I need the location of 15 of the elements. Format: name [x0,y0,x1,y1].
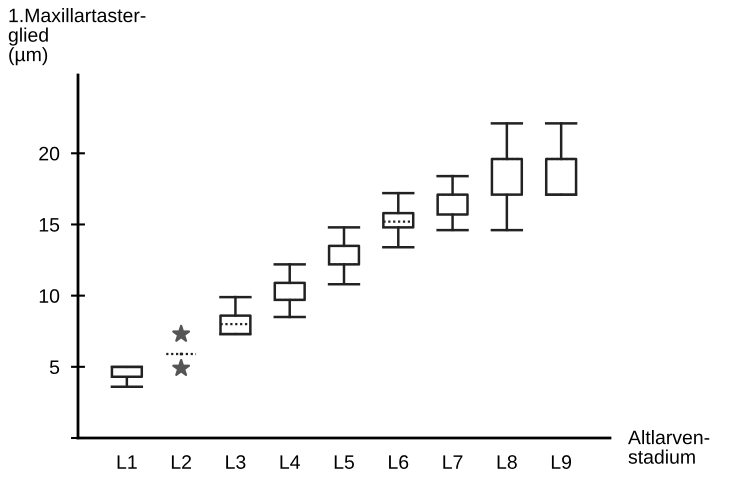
x-tick-label: L6 [389,455,408,469]
x-axis-title: Altlarven- stadium [628,430,710,464]
y-tick-label: 10 [40,289,60,303]
x-tick-label: L3 [226,455,246,469]
x-tick-label: L9 [552,455,572,469]
y-axis-title: 1.Maxillartaster- glied (µm) [8,8,146,66]
x-tick-label: L8 [498,455,517,469]
y-tick-label: 20 [39,146,60,161]
x-tick-label: L4 [280,455,300,469]
x-tick-label: L5 [334,455,354,469]
x-tick-label: L1 [118,455,137,469]
y-tick-label: 15 [40,218,60,232]
x-tick-label: L7 [443,455,462,469]
y-tick-label: 5 [50,360,60,374]
x-tick-label: L2 [172,455,191,469]
